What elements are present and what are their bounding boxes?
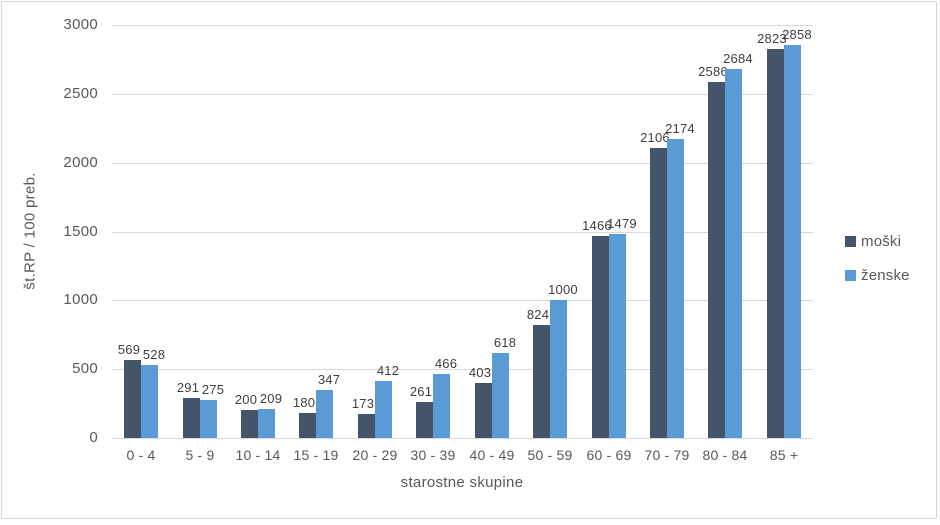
bar-moski-9 <box>650 148 667 438</box>
bar-moski-6 <box>475 383 492 438</box>
bar-moski-7 <box>533 325 550 438</box>
bar-value-label: 466 <box>434 356 458 371</box>
y-tick-label: 500 <box>72 360 98 377</box>
bar-value-label: 412 <box>376 363 400 378</box>
bar-value-label: 824 <box>526 307 550 322</box>
x-tick-label: 60 - 69 <box>586 447 632 463</box>
bar-value-label: 1466 <box>582 218 612 233</box>
y-tick-label: 2000 <box>63 154 98 171</box>
legend-label: moški <box>861 233 902 250</box>
bar-zenske-0 <box>141 365 158 438</box>
bar-value-label: 2858 <box>782 27 812 42</box>
gridline-2000 <box>112 163 813 164</box>
bar-value-label: 173 <box>351 396 375 411</box>
bar-value-label: 2684 <box>723 51 753 66</box>
bar-moski-10 <box>708 82 725 438</box>
bar-moski-3 <box>299 413 316 438</box>
y-tick-label: 0 <box>89 429 98 446</box>
bar-zenske-8 <box>609 234 626 438</box>
bar-zenske-3 <box>316 390 333 438</box>
bar-zenske-7 <box>550 300 567 438</box>
bar-moski-8 <box>592 236 609 438</box>
bar-zenske-2 <box>258 409 275 438</box>
x-tick-label: 20 - 29 <box>352 447 398 463</box>
bar-value-label: 261 <box>409 384 433 399</box>
bar-value-label: 403 <box>468 365 492 380</box>
x-tick-label: 40 - 49 <box>469 447 515 463</box>
bar-value-label: 180 <box>292 395 316 410</box>
x-tick-label: 15 - 19 <box>293 447 339 463</box>
legend-label: ženske <box>861 267 910 284</box>
bar-moski-11 <box>767 49 784 438</box>
legend-swatch-icon <box>845 236 856 247</box>
bar-value-label: 291 <box>176 380 200 395</box>
bar-value-label: 2586 <box>698 64 728 79</box>
bar-moski-2 <box>241 410 258 438</box>
bar-value-label: 569 <box>117 342 141 357</box>
bar-zenske-4 <box>375 381 392 438</box>
bar-value-label: 528 <box>142 347 166 362</box>
y-tick-label: 1000 <box>63 291 98 308</box>
bar-zenske-9 <box>667 139 684 438</box>
x-tick-label: 80 - 84 <box>702 447 748 463</box>
bar-value-label: 275 <box>201 382 225 397</box>
bar-value-label: 2174 <box>665 121 695 136</box>
bar-zenske-5 <box>433 374 450 438</box>
x-tick-label: 50 - 59 <box>527 447 573 463</box>
x-tick-label: 85 + <box>769 447 799 463</box>
bar-value-label: 347 <box>317 372 341 387</box>
x-tick-label: 0 - 4 <box>126 447 156 463</box>
bar-moski-4 <box>358 414 375 438</box>
legend: moški ženske <box>845 233 910 301</box>
bar-value-label: 2106 <box>640 130 670 145</box>
gridline-1500 <box>112 232 813 233</box>
y-tick-label: 1500 <box>63 223 98 240</box>
bar-value-label: 1479 <box>607 216 637 231</box>
y-axis-title: št.RP / 100 preb. <box>21 172 39 290</box>
gridline-0 <box>112 438 813 439</box>
bar-moski-5 <box>416 402 433 438</box>
bar-value-label: 618 <box>493 335 517 350</box>
legend-item-zenske: ženske <box>845 267 910 284</box>
legend-swatch-icon <box>845 270 856 281</box>
x-tick-label: 70 - 79 <box>644 447 690 463</box>
gridline-2500 <box>112 94 813 95</box>
y-tick-label: 2500 <box>63 85 98 102</box>
gridline-1000 <box>112 300 813 301</box>
gridline-500 <box>112 369 813 370</box>
x-tick-label: 10 - 14 <box>235 447 281 463</box>
bar-zenske-6 <box>492 353 509 438</box>
x-axis-title: starostne skupine <box>400 474 524 491</box>
bar-value-label: 209 <box>259 391 283 406</box>
x-tick-label: 30 - 39 <box>410 447 456 463</box>
bar-value-label: 1000 <box>548 282 578 297</box>
gridline-3000 <box>112 25 813 26</box>
legend-item-moski: moški <box>845 233 910 250</box>
bar-value-label: 2823 <box>757 31 787 46</box>
bar-moski-0 <box>124 360 141 438</box>
bar-zenske-11 <box>784 45 801 438</box>
bar-zenske-1 <box>200 400 217 438</box>
bar-moski-1 <box>183 398 200 438</box>
bar-value-label: 200 <box>234 392 258 407</box>
x-tick-label: 5 - 9 <box>185 447 215 463</box>
bar-zenske-10 <box>725 69 742 438</box>
y-tick-label: 3000 <box>63 16 98 33</box>
